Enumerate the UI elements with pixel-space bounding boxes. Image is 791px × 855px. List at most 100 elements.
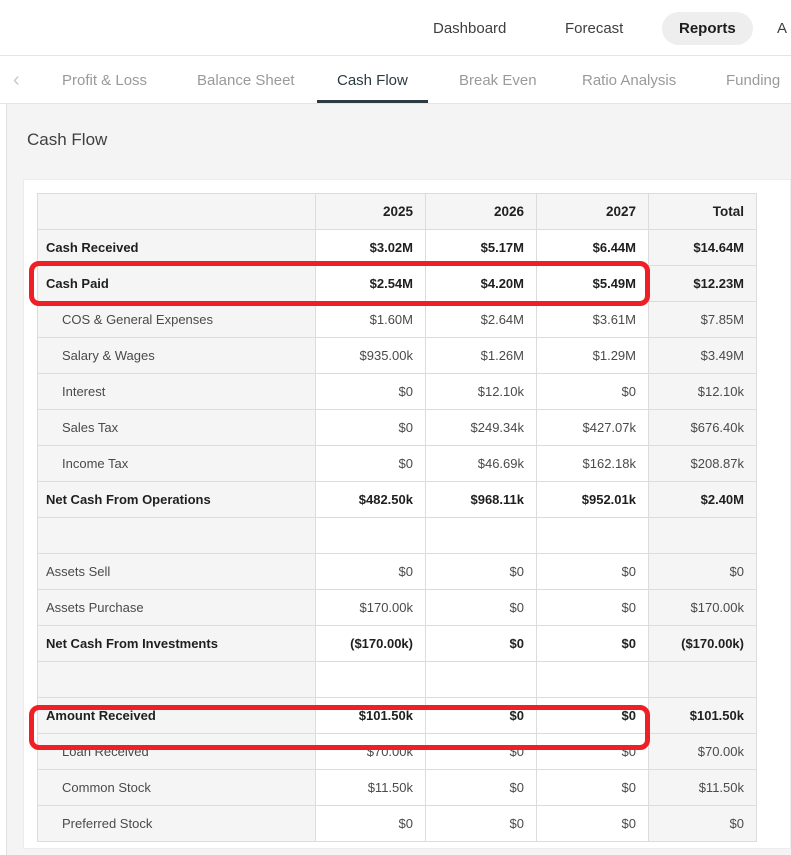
row-label: Loan Received bbox=[37, 733, 316, 770]
cell-value: $0 bbox=[425, 625, 537, 662]
table-row-salary-wages: Salary & Wages $935.00k $1.26M $1.29M $3.49M bbox=[37, 337, 757, 374]
cell-value: $0 bbox=[315, 445, 426, 482]
cell-value: $5.49M bbox=[536, 265, 649, 302]
cell-value: $482.50k bbox=[315, 481, 426, 518]
tab-label: Cash Flow bbox=[337, 71, 408, 89]
left-gutter bbox=[0, 104, 7, 855]
top-navigation: Dashboard Forecast Reports A bbox=[0, 0, 791, 56]
cell-value: $11.50k bbox=[648, 769, 757, 806]
tab-profit-loss[interactable]: Profit & Loss bbox=[62, 57, 147, 103]
cell-value bbox=[425, 517, 537, 554]
nav-item-label: A bbox=[777, 19, 788, 37]
table-row-net-cash-from-investments: Net Cash From Investments ($170.00k) $0 $0(… bbox=[37, 625, 757, 662]
cell-value: $3.61M bbox=[536, 301, 649, 338]
row-label bbox=[37, 661, 316, 698]
row-label: Net Cash From Investments bbox=[37, 625, 316, 662]
page-title: Cash Flow bbox=[27, 130, 108, 149]
nav-item-reports[interactable]: Reports bbox=[662, 0, 753, 56]
cell-value: $170.00k bbox=[648, 589, 757, 626]
tab-label: Ratio Analysis bbox=[582, 71, 677, 89]
table-row-cash-paid: Cash Paid $2.54M $4.20M $5.49M $12.23M bbox=[37, 265, 757, 302]
cell-value bbox=[536, 517, 649, 554]
cell-value: $0 bbox=[648, 805, 757, 842]
cell-value: $676.40k bbox=[648, 409, 757, 446]
table-row-interest: Interest $0 $12.10k $0 $12.10k bbox=[37, 373, 757, 410]
cell-value: $3.02M bbox=[315, 229, 426, 266]
cell-value: $5.17M bbox=[425, 229, 537, 266]
table-spacer-row bbox=[37, 661, 757, 698]
cell-value: $0 bbox=[536, 733, 649, 770]
cell-value: $0 bbox=[536, 697, 649, 734]
table-row-cos-general-expenses: COS & General Expenses $1.60M $2.64M $3.61M… bbox=[37, 301, 757, 338]
table-row-preferred-stock: Preferred Stock $0 $0 $0 $0 bbox=[37, 805, 757, 842]
table-spacer-row bbox=[37, 517, 757, 554]
nav-item-label: Forecast bbox=[565, 19, 624, 37]
cell-value: $0 bbox=[536, 373, 649, 410]
row-label: Common Stock bbox=[37, 769, 316, 806]
nav-item-forecast[interactable]: Forecast bbox=[565, 0, 623, 56]
tab-label: Balance Sheet bbox=[197, 71, 295, 89]
row-label: Cash Paid bbox=[37, 265, 316, 302]
cell-value: $0 bbox=[425, 805, 537, 842]
column-header-2025: 2025 bbox=[315, 193, 426, 230]
cell-value: $0 bbox=[425, 769, 537, 806]
cell-value bbox=[648, 517, 757, 554]
cell-value: $0 bbox=[648, 553, 757, 590]
tab-ratio-analysis[interactable]: Ratio Analysis bbox=[582, 57, 676, 103]
cell-value: $170.00k bbox=[315, 589, 426, 626]
cell-value: $952.01k bbox=[536, 481, 649, 518]
cell-value bbox=[425, 661, 537, 698]
cell-value: $162.18k bbox=[536, 445, 649, 482]
cell-value: $11.50k bbox=[315, 769, 426, 806]
cell-value: $0 bbox=[315, 373, 426, 410]
cell-value: $101.50k bbox=[648, 697, 757, 734]
row-label: Cash Received bbox=[37, 229, 316, 266]
cell-value: $2.40M bbox=[648, 481, 757, 518]
row-label: Preferred Stock bbox=[37, 805, 316, 842]
table-row-loan-received: Loan Received $70.00k $0 $0 $70.00k bbox=[37, 733, 757, 770]
table-row-common-stock: Common Stock $11.50k $0 $0 $11.50k bbox=[37, 769, 757, 806]
cell-value: $6.44M bbox=[536, 229, 649, 266]
row-label: Sales Tax bbox=[37, 409, 316, 446]
cell-value: $70.00k bbox=[315, 733, 426, 770]
tab-label: Funding bbox=[726, 71, 781, 89]
table-row-net-cash-from-operations: Net Cash From Operations $482.50k $968.11k… bbox=[37, 481, 757, 518]
tab-cash-flow[interactable]: Cash Flow bbox=[317, 57, 428, 103]
report-tabs-bar: ‹ Profit & Loss Balance Sheet Cash Flow Bre… bbox=[0, 57, 791, 104]
table-row-amount-received: Amount Received $101.50k $0 $0 $101.50k bbox=[37, 697, 757, 734]
cell-value: $0 bbox=[425, 697, 537, 734]
row-label: Assets Sell bbox=[37, 553, 316, 590]
row-label: Assets Purchase bbox=[37, 589, 316, 626]
nav-item-a[interactable]: A bbox=[777, 0, 787, 56]
cell-value: $0 bbox=[536, 553, 649, 590]
cell-value: $4.20M bbox=[425, 265, 537, 302]
cell-value: $249.34k bbox=[425, 409, 537, 446]
cell-value: $935.00k bbox=[315, 337, 426, 374]
content-area: Cash Flow 2025 2026 2027 Total Cash Receive… bbox=[0, 104, 791, 855]
cell-value: $2.64M bbox=[425, 301, 537, 338]
tab-funding[interactable]: Funding bbox=[726, 57, 780, 103]
cell-value: ($170.00k) bbox=[648, 625, 757, 662]
cell-value: $968.11k bbox=[425, 481, 537, 518]
row-label bbox=[37, 517, 316, 554]
table-row-cash-received: Cash Received $3.02M $5.17M $6.44M $14.64M bbox=[37, 229, 757, 266]
cell-value: $101.50k bbox=[315, 697, 426, 734]
cell-value: $14.64M bbox=[648, 229, 757, 266]
cell-value: $0 bbox=[536, 625, 649, 662]
cell-value bbox=[648, 661, 757, 698]
cell-value: $12.10k bbox=[425, 373, 537, 410]
column-header-2026: 2026 bbox=[425, 193, 537, 230]
table-row-sales-tax: Sales Tax $0 $249.34k $427.07k $676.40k bbox=[37, 409, 757, 446]
tabs-back-chevron-icon[interactable]: ‹ bbox=[13, 68, 20, 91]
cell-value: $7.85M bbox=[648, 301, 757, 338]
cell-value: $0 bbox=[315, 805, 426, 842]
nav-item-dashboard[interactable]: Dashboard bbox=[433, 0, 506, 56]
cell-value: $12.23M bbox=[648, 265, 757, 302]
cell-value: $0 bbox=[536, 805, 649, 842]
tab-balance-sheet[interactable]: Balance Sheet bbox=[197, 57, 295, 103]
tab-break-even[interactable]: Break Even bbox=[459, 57, 537, 103]
cell-value: $70.00k bbox=[648, 733, 757, 770]
tab-label: Break Even bbox=[459, 71, 537, 89]
row-label: Amount Received bbox=[37, 697, 316, 734]
cell-value: $0 bbox=[536, 769, 649, 806]
